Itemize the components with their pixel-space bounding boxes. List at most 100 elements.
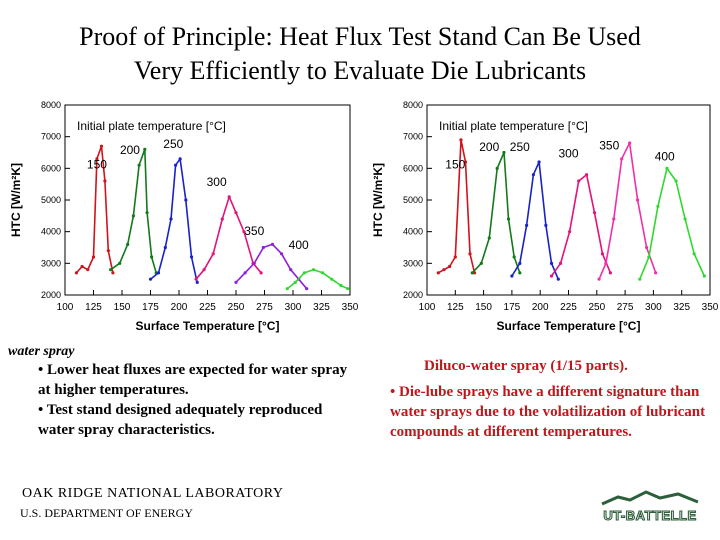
data-point: [577, 179, 581, 183]
series-label-250: 250: [163, 137, 183, 151]
x-tick-label: 325: [313, 302, 330, 313]
y-tick-label: 7000: [41, 132, 61, 142]
data-point: [106, 249, 110, 253]
data-point: [558, 261, 563, 265]
data-point: [91, 255, 96, 259]
data-point: [502, 150, 506, 155]
data-point: [234, 280, 238, 284]
series-label-350: 350: [244, 224, 264, 238]
chart-svg: 100 125 150 175 200 225 250 275 300 325 350 2000 300…: [371, 100, 719, 333]
y-tick-label: 8000: [403, 100, 423, 110]
y-tick-label: 4000: [41, 227, 61, 237]
data-point: [453, 255, 457, 259]
data-point: [194, 277, 198, 281]
series-label-250: 250: [510, 140, 530, 154]
data-point: [293, 280, 297, 284]
x-tick-label: 200: [171, 302, 188, 313]
logo-mountain-icon: [601, 490, 699, 506]
x-tick-label: 350: [342, 302, 359, 313]
series-label-300: 300: [558, 146, 578, 160]
x-tick-label: 350: [702, 302, 719, 313]
data-point: [321, 271, 325, 275]
data-point: [518, 271, 522, 275]
right-bullet-1: • Die-lube sprays have a different signa…: [390, 384, 706, 440]
x-tick-label: 250: [228, 302, 245, 313]
data-point: [285, 287, 289, 291]
data-point: [189, 255, 194, 259]
x-axis-label: Surface Temperature [°C]: [497, 319, 641, 333]
data-point: [126, 242, 130, 246]
data-point: [506, 217, 511, 221]
data-point: [608, 271, 612, 275]
data-point: [156, 271, 161, 275]
data-point: [647, 255, 651, 259]
y-axis-label: HTC [W/m²K]: [9, 163, 23, 237]
x-tick-label: 275: [256, 302, 273, 313]
data-point: [549, 261, 554, 265]
x-tick-label: 275: [617, 302, 634, 313]
y-tick-label: 5000: [41, 195, 61, 205]
y-axis-label: HTC [W/m²K]: [371, 163, 385, 237]
data-point: [99, 144, 104, 148]
data-point: [173, 163, 178, 167]
data-point: [202, 268, 206, 272]
y-tick-label: 6000: [41, 163, 61, 173]
y-tick-label: 2000: [41, 290, 61, 300]
data-point: [220, 217, 224, 221]
data-point: [568, 230, 572, 234]
data-point: [549, 274, 554, 278]
data-point: [150, 255, 154, 259]
data-point: [612, 217, 616, 221]
data-point: [305, 287, 309, 291]
data-point: [86, 268, 90, 272]
data-point: [211, 252, 215, 256]
x-axis-label: Surface Temperature [°C]: [136, 319, 280, 333]
left-bullet-1: • Lower heat fluxes are expected for wat…: [38, 362, 348, 398]
data-point: [339, 283, 343, 288]
data-point: [163, 245, 167, 250]
data-point: [80, 264, 84, 269]
data-point: [683, 217, 687, 221]
x-tick-label: 225: [560, 302, 577, 313]
right-bullets: • Die-lube sprays have a different signa…: [390, 382, 710, 442]
data-point: [242, 230, 246, 234]
y-tick-label: 2000: [403, 290, 423, 300]
x-tick-label: 175: [142, 302, 159, 313]
data-point: [510, 274, 514, 278]
series-label-400: 400: [289, 238, 309, 252]
data-point: [468, 252, 472, 256]
data-point: [518, 261, 522, 265]
data-point: [620, 157, 624, 161]
series-label-150: 150: [87, 157, 107, 171]
data-point: [270, 242, 275, 246]
data-point: [674, 179, 678, 183]
plot-frame: [426, 104, 711, 296]
series-line-250: [150, 157, 198, 283]
data-point: [111, 271, 115, 275]
data-point: [184, 198, 188, 202]
data-point: [702, 274, 706, 278]
y-tick-label: 4000: [403, 227, 423, 237]
doe-name: U.S. DEPARTMENT OF ENERGY: [20, 506, 193, 520]
legend-title: Initial plate temperature [°C]: [439, 119, 588, 133]
x-tick-label: 100: [419, 302, 436, 313]
data-point: [442, 268, 446, 272]
data-point: [137, 163, 141, 167]
data-point: [459, 138, 463, 142]
y-tick-label: 8000: [41, 100, 61, 110]
x-tick-label: 300: [285, 302, 302, 313]
data-point: [195, 280, 199, 284]
data-point: [436, 271, 440, 275]
data-point: [311, 268, 316, 272]
data-point: [628, 141, 632, 145]
title-line-2: Very Efficiently to Evaluate Die Lubrica…: [133, 56, 587, 85]
data-point: [243, 271, 247, 275]
data-point: [259, 271, 263, 275]
diluco-spray-chart: 100 125 150 175 200 225 250 275 300 325 350 2000 300…: [362, 95, 720, 340]
x-tick-label: 100: [57, 302, 74, 313]
data-point: [74, 271, 78, 275]
ut-battelle-logo: UT-BATTELLE: [601, 490, 699, 524]
data-point: [479, 261, 483, 265]
x-tick-label: 225: [199, 302, 216, 313]
series-line-200: [110, 148, 157, 274]
